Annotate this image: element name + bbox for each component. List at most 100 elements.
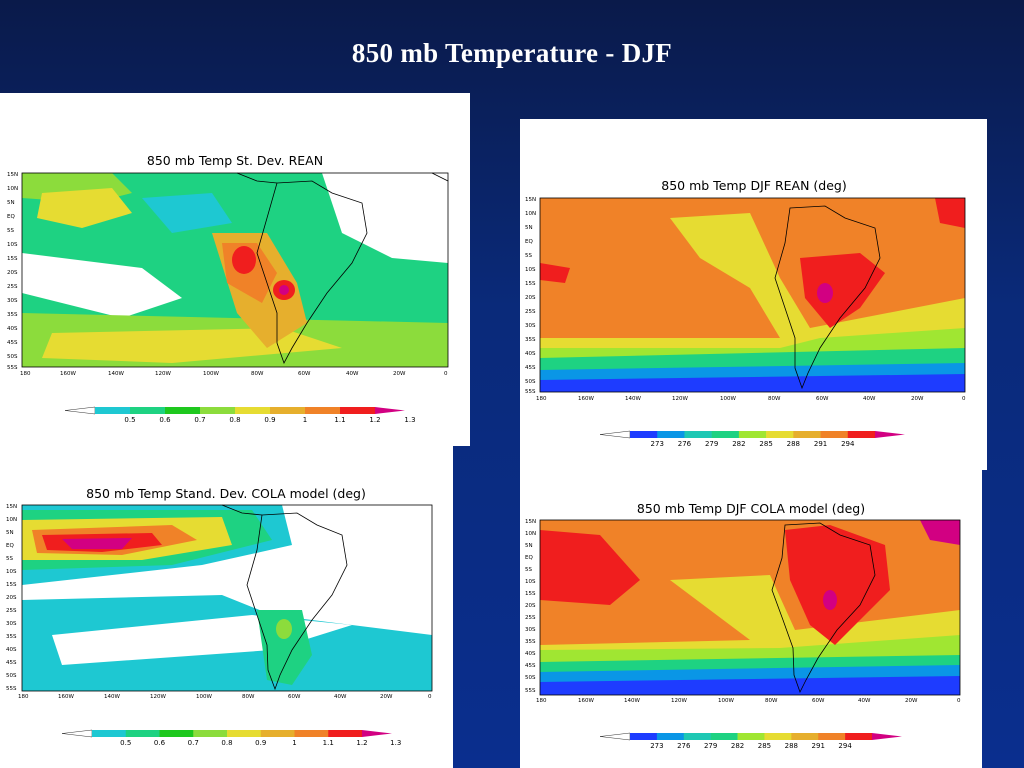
lat-tick: 5N [7,200,15,206]
lat-tick: 15N [6,504,17,510]
colorbar-label: 0.8 [229,416,240,424]
colorbar-label: 291 [812,742,825,750]
colorbar-swatch [294,730,329,737]
lon-tick: 80W [768,396,781,402]
lat-axis: 15N 10N 5N EQ 5S 10S 15S 20S 25S 30S 35S… [525,197,536,395]
lat-tick: 10S [6,569,17,575]
colorbar-swatch [630,431,658,438]
lon-tick: 0 [962,396,966,402]
lat-tick: 5N [6,530,14,536]
colorbar-arrow-high [375,407,405,414]
lat-tick: 20S [525,603,536,609]
south-america-coastline [256,180,368,364]
lat-tick: 15N [525,519,536,525]
colorbar-swatch [260,730,295,737]
lat-tick: 30S [6,621,17,627]
contour-peak-1 [232,246,256,274]
djf-cola-figure: 850 mb Temp DJF COLA model (deg) 15N 10N… [525,501,961,750]
colorbar-label: 282 [732,440,745,448]
colorbar-arrow-high [362,730,392,737]
colorbar-swatch [159,730,194,737]
colorbar-label: 0.9 [255,739,266,747]
lon-tick: 180 [20,371,31,377]
colorbar-label: 1.3 [390,739,401,747]
lon-tick: 180 [18,694,29,700]
colorbar-swatch [684,431,712,438]
map-title: 850 mb Temp St. Dev. REAN [147,153,323,168]
lat-tick: 25S [525,309,536,315]
colorbar-swatch [130,407,166,414]
south-america-coastline [774,205,881,390]
lon-tick: 80W [242,694,255,700]
colorbar-label: 1.1 [323,739,334,747]
contour-warm-region-ne [920,520,960,545]
colorbar-label: 294 [841,440,855,448]
lat-axis: 15N 10N 5N EQ 5S 10S 15S 20S 25S 30S 35S… [525,519,536,694]
colorbar-swatch [630,733,658,740]
colorbar-label: 0.6 [154,739,166,747]
lon-tick: 60W [816,396,829,402]
lon-tick: 60W [288,694,301,700]
lat-tick: 10N [7,186,18,192]
lat-tick: 30S [7,298,18,304]
lat-tick: 5S [7,228,14,234]
map-area [21,504,433,692]
colorbar-swatch [818,733,846,740]
lat-tick: 5S [525,567,532,573]
colorbar-swatch [766,431,794,438]
lon-tick: 140W [108,371,124,377]
lat-tick: 15S [525,281,536,287]
djf-rean-figure: 850 mb Temp DJF REAN (deg) 15N 10N 5N EQ… [525,178,966,448]
lon-axis: 180 160W 140W 120W 100W 80W 60W 40W 20W … [20,371,448,377]
contour-warm-region-2 [935,198,965,228]
central-america-coastline [236,172,278,184]
contour-warm-region-west [540,530,640,605]
slide-title: 850 mb Temperature - DJF [351,38,673,68]
lat-tick: 10S [7,242,18,248]
colorbar-swatch [193,730,228,737]
lon-tick: 160W [58,694,74,700]
lat-tick: 15N [525,197,536,203]
colorbar-label: 0.9 [264,416,275,424]
lon-tick: 60W [812,698,825,704]
lat-tick: 25S [525,615,536,621]
lat-tick: EQ [7,214,15,220]
south-america-coastline [246,512,348,691]
lat-tick: 55S [525,389,536,395]
lat-tick: 35S [7,312,18,318]
lon-tick: 20W [905,698,918,704]
lon-tick: 180 [536,698,547,704]
map-frame [539,519,961,696]
lon-tick: 80W [765,698,778,704]
colorbar: 273 276 279 282 285 288 291 294 [599,732,902,750]
colorbar-swatch [737,733,765,740]
map-frame [539,197,966,393]
std-cola-figure: 850 mb Temp Stand. Dev. COLA model (deg)… [6,486,433,747]
lat-tick: 55S [525,688,536,694]
colorbar-swatch [340,407,376,414]
colorbar-swatch [656,733,685,740]
colorbar-arrow-high [872,733,902,740]
lon-tick: 20W [393,371,406,377]
lon-tick: 20W [911,396,924,402]
colorbar-label: 276 [678,440,692,448]
colorbar-arrow-low [61,729,93,738]
lat-tick: 15S [525,591,536,597]
lat-tick: 40S [525,351,536,357]
colorbar-swatch [227,730,262,737]
colorbar-swatch [791,733,819,740]
contour-warm-core [823,590,837,610]
africa-coastline [431,172,449,182]
colorbar-label: 285 [758,742,771,750]
lon-tick: 60W [298,371,311,377]
lat-tick: 25S [6,608,17,614]
colorbar-swatch [305,407,341,414]
lon-tick: 0 [444,371,448,377]
lat-tick: 45S [525,663,536,669]
contour-warm-core [817,283,833,303]
colorbar-swatch [711,431,740,438]
lat-tick: 15N [7,172,18,178]
lon-axis: 180 160W 140W 120W 100W 80W 60W 40W 20W … [18,694,432,700]
lat-tick: 35S [525,337,536,343]
lat-tick: 30S [525,627,536,633]
